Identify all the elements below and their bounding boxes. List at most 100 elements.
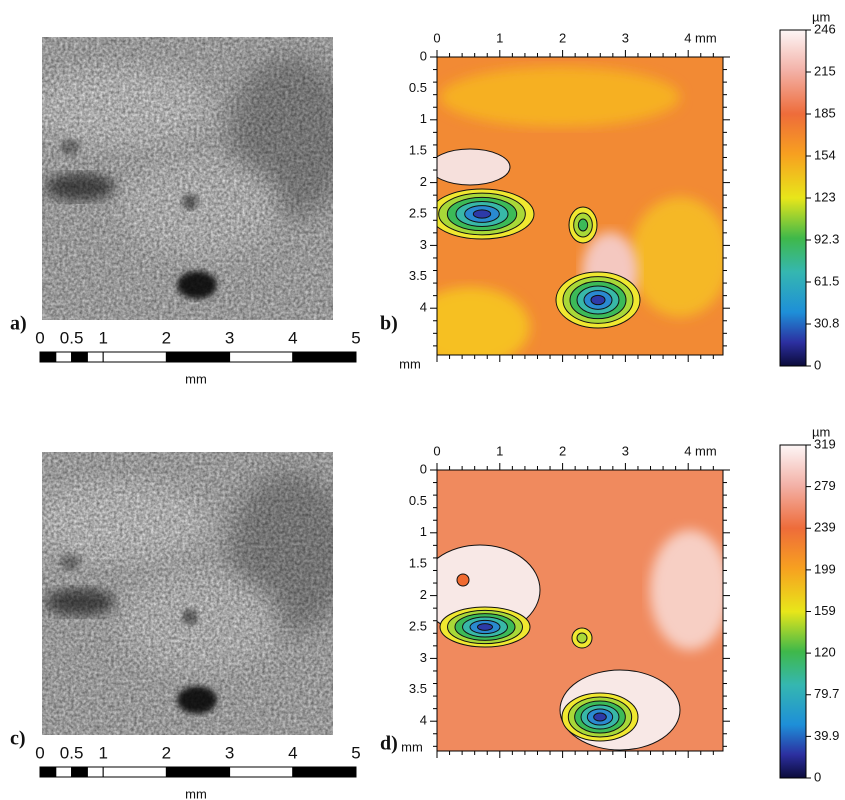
colorbar (779, 444, 807, 779)
scale-unit: mm (185, 786, 207, 800)
x-tick-label: 0 (433, 30, 440, 45)
y-tick-label: 2.5 (409, 205, 427, 220)
low (650, 530, 723, 650)
y-tick-label: 2.5 (409, 618, 427, 633)
panel-label: a) (10, 313, 27, 335)
y-tick-label: 1.5 (409, 143, 427, 158)
x-tick-label: 3 (622, 443, 629, 458)
y-tick-label: 0.5 (409, 493, 427, 508)
x-tick-label: 3 (622, 30, 629, 45)
contour (590, 294, 606, 306)
colorbar-label: 30.8 (814, 315, 839, 330)
panel-label: c) (10, 728, 26, 750)
high (440, 67, 680, 127)
y-tick-label: 3 (420, 237, 427, 252)
photo (42, 452, 333, 735)
high (630, 197, 723, 317)
colorbar-label: 246 (814, 21, 836, 36)
y-tick-label: 1 (420, 524, 427, 539)
scale-tick-label: 4 (288, 743, 297, 762)
scale-segment (102, 351, 167, 363)
colorbar-label: 0 (814, 769, 821, 784)
colorbar-label: 239 (814, 520, 836, 535)
contour (576, 632, 588, 644)
spot (456, 573, 470, 587)
scale-tick-label: 0 (35, 743, 44, 762)
scale-segment (86, 766, 104, 778)
x-tick-label: 0 (433, 443, 440, 458)
photo (42, 37, 333, 320)
scale-tick-label: 0 (35, 328, 44, 347)
x-tick-label: 4 mm (684, 443, 717, 458)
scale-segment (165, 351, 231, 363)
contour (477, 623, 493, 631)
scale-segment (55, 766, 73, 778)
scale-tick-label: 2 (162, 743, 171, 762)
x-tick-label: 4 mm (684, 30, 717, 45)
contour (472, 209, 492, 219)
scale-tick-label: 0.5 (60, 743, 84, 762)
colorbar-label: 92.3 (814, 231, 839, 246)
scale-tick-label: 4 (288, 328, 297, 347)
scale-tick-label: 5 (351, 328, 360, 347)
scale-tick-label: 5 (351, 743, 360, 762)
height-map (437, 470, 723, 751)
scale-segment (292, 351, 357, 363)
colorbar (779, 29, 807, 367)
scale-tick-label: 1 (98, 328, 107, 347)
colorbar-label: 39.9 (814, 728, 839, 743)
scale-tick-label: 3 (225, 328, 234, 347)
grain (42, 452, 333, 735)
scale-segment (71, 766, 88, 778)
map-frame (436, 56, 724, 356)
scale-tick-label: 0.5 (60, 328, 84, 347)
scale-segment (165, 766, 231, 778)
high (437, 287, 530, 355)
colorbar-label: 61.5 (814, 273, 839, 288)
y-tick-label: 4 (420, 713, 427, 728)
height-map (437, 57, 723, 355)
scale-tick-label: 3 (225, 743, 234, 762)
contour (577, 218, 589, 232)
map-frame (436, 469, 724, 752)
scale-segment (102, 766, 167, 778)
colorbar-label: 319 (814, 436, 836, 451)
scale-segment (71, 351, 88, 363)
y-tick-label: 2 (420, 587, 427, 602)
panel-label: d) (380, 733, 398, 755)
colorbar-label: 279 (814, 478, 836, 493)
colorbar-unit: µm (812, 9, 830, 24)
scale-segment (39, 351, 57, 363)
scale-segment (292, 766, 357, 778)
y-tick-label: 3.5 (409, 268, 427, 283)
y-tick-label: 3 (420, 650, 427, 665)
scale-segment (229, 766, 294, 778)
scale-unit: mm (185, 371, 207, 386)
colorbar-label: 215 (814, 63, 836, 78)
x-tick-label: 2 (559, 30, 566, 45)
panel-label: b) (380, 313, 398, 335)
colorbar-label: 120 (814, 645, 836, 660)
y-tick-label: 3.5 (409, 681, 427, 696)
colorbar-label: 79.7 (814, 686, 839, 701)
y-tick-label: 1.5 (409, 556, 427, 571)
scale-tick-label: 1 (98, 743, 107, 762)
x-tick-label: 1 (496, 30, 503, 45)
colorbar-label: 123 (814, 189, 836, 204)
scale-segment (229, 351, 294, 363)
x-tick-label: 1 (496, 443, 503, 458)
colorbar-label: 0 (814, 357, 821, 372)
x-tick-label: 2 (559, 443, 566, 458)
low (437, 148, 511, 186)
axis-unit: mm (401, 739, 423, 754)
grain (42, 37, 333, 320)
axis-unit: mm (399, 356, 421, 371)
colorbar-label: 185 (814, 105, 836, 120)
scale-segment (86, 351, 104, 363)
y-tick-label: 1 (420, 111, 427, 126)
scale-segment (39, 766, 57, 778)
colorbar-label: 199 (814, 561, 836, 576)
y-tick-label: 0 (420, 48, 427, 63)
contour (593, 712, 607, 722)
